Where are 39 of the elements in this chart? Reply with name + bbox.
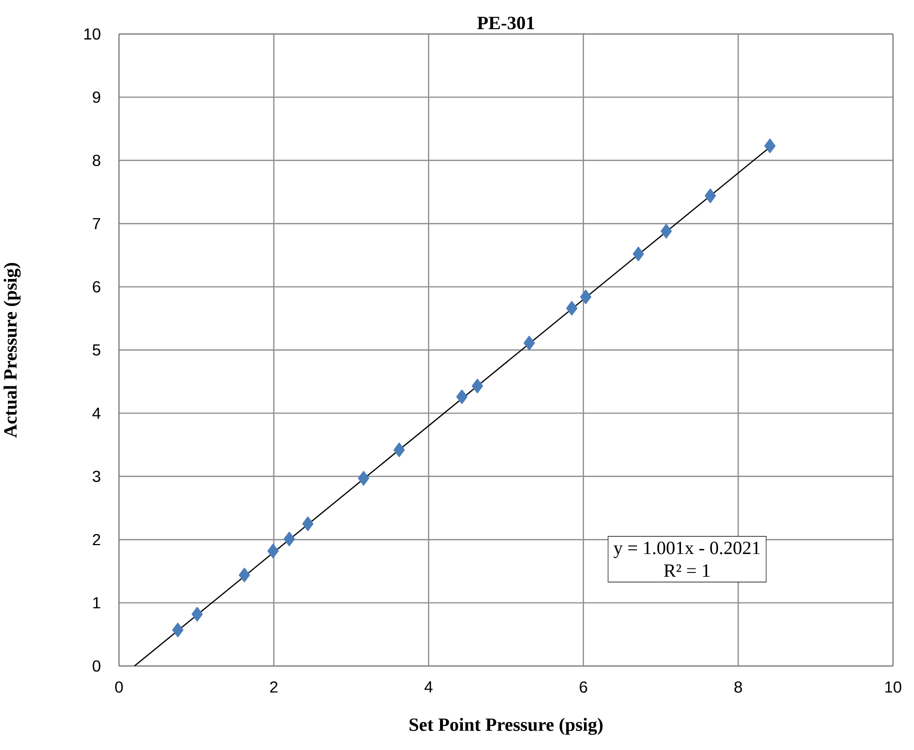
- point: [238, 568, 250, 582]
- x-tick-label: 10: [885, 681, 902, 693]
- point: [660, 224, 672, 238]
- x-tick-label: 0: [115, 681, 123, 693]
- y-tick-label: 5: [92, 344, 100, 356]
- point: [456, 389, 468, 404]
- point: [358, 471, 370, 486]
- y-tick-label: 8: [92, 154, 100, 166]
- x-tick-label: 8: [734, 681, 742, 693]
- point: [302, 516, 314, 532]
- point: [704, 188, 716, 204]
- point: [192, 606, 203, 622]
- y-tick-label: 6: [92, 281, 100, 292]
- point: [524, 336, 535, 350]
- point: [764, 138, 776, 154]
- x-tick-label: 6: [580, 681, 588, 693]
- point: [632, 246, 644, 262]
- point: [284, 532, 295, 546]
- point: [267, 544, 279, 558]
- y-tick-label: 10: [84, 28, 100, 40]
- annotation: R² = 1: [664, 564, 710, 577]
- y-tick-label: 2: [92, 534, 100, 546]
- x-tick-label: 4: [424, 681, 433, 692]
- y-tick-label: 9: [92, 92, 100, 103]
- y-axis-title: Actual Pressure (psig): [4, 263, 21, 438]
- point: [394, 442, 405, 458]
- point: [580, 290, 592, 304]
- point: [566, 301, 578, 316]
- y-tick-label: 1: [93, 597, 100, 608]
- point: [472, 378, 483, 394]
- annotation: y = 1.001x - 0.2021: [614, 542, 760, 558]
- chart-title: PE-301: [477, 16, 534, 30]
- y-tick-label: 4: [92, 408, 100, 419]
- y-tick-label: 3: [92, 470, 100, 482]
- y-tick-label: 7: [92, 218, 100, 230]
- x-axis-title: Set Point Pressure (psig): [410, 718, 603, 735]
- y-tick-label: 0: [92, 660, 100, 672]
- x-tick-label: 2: [270, 681, 278, 693]
- point: [172, 622, 184, 638]
